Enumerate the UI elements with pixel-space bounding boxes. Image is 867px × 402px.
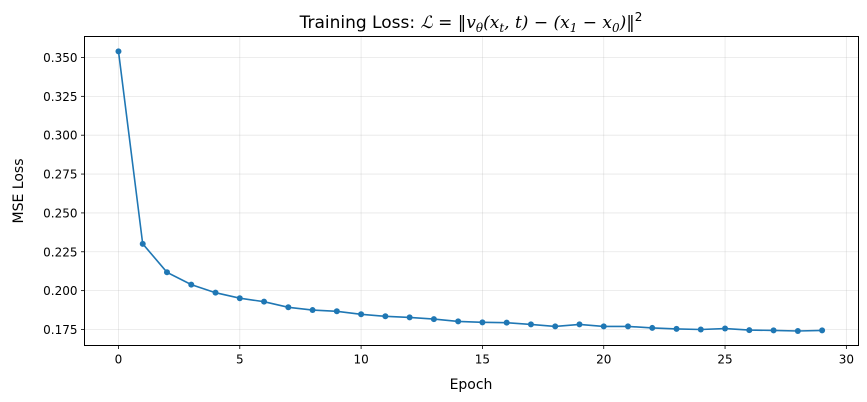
loss-point — [552, 323, 559, 330]
axes: 0 5 10 15 20 25 30 0.175 0.200 0.225 0.250 0.275 0.3… — [43, 51, 854, 367]
loss-point — [430, 316, 437, 323]
x-axis-label: Epoch — [450, 377, 493, 393]
title-segment: t — [499, 21, 504, 35]
title-segment: − x — [577, 13, 612, 33]
x-tick-label: 0 — [115, 353, 123, 367]
title-segment: 1 — [570, 21, 578, 35]
y-tick-label: 0.275 — [43, 168, 77, 182]
y-axis-label: MSE Loss — [11, 159, 27, 224]
x-tick-label: 20 — [596, 353, 611, 367]
loss-point — [649, 324, 656, 331]
title-segment: ℒ = ‖v — [420, 13, 476, 33]
x-tick-label: 25 — [717, 353, 732, 367]
x-tick-label: 10 — [353, 353, 368, 367]
loss-point — [479, 319, 486, 326]
loss-point — [527, 321, 534, 328]
title-segment: 0 — [612, 21, 620, 35]
loss-point — [794, 328, 801, 335]
y-tick-label: 0.175 — [43, 323, 77, 337]
y-tick-label: 0.350 — [43, 51, 77, 65]
y-tick-label: 0.200 — [43, 284, 77, 298]
grid — [84, 36, 859, 346]
loss-point — [576, 321, 583, 328]
plot-frame — [84, 36, 859, 346]
loss-series — [115, 48, 826, 335]
loss-point — [746, 327, 753, 334]
title-segment: θ — [476, 21, 484, 35]
title-segment: )‖ — [619, 13, 635, 33]
loss-point — [722, 325, 729, 332]
title-segment: Training Loss: — [299, 13, 421, 33]
loss-point — [261, 298, 268, 305]
loss-point — [358, 311, 365, 318]
y-tick-label: 0.225 — [43, 245, 77, 259]
loss-point — [139, 240, 146, 247]
loss-point — [163, 269, 170, 276]
y-tick-label: 0.325 — [43, 90, 77, 104]
title-segment: (x — [483, 13, 500, 33]
loss-point — [624, 323, 631, 330]
loss-point — [333, 308, 340, 315]
loss-line — [117, 51, 823, 332]
title-segment: 2 — [635, 10, 643, 24]
loss-point — [673, 325, 680, 332]
loss-point — [770, 327, 777, 334]
loss-point — [406, 314, 413, 321]
loss-point — [503, 319, 510, 326]
loss-point — [115, 48, 122, 55]
loss-point — [382, 313, 389, 320]
loss-point — [285, 304, 292, 311]
loss-point — [819, 327, 826, 334]
loss-point — [600, 323, 607, 330]
loss-point — [309, 307, 316, 314]
y-tick-label: 0.300 — [43, 129, 77, 143]
loss-point — [455, 318, 462, 325]
loss-point — [697, 326, 704, 333]
title-segment: , t) − (x — [504, 13, 570, 33]
x-tick-label: 5 — [236, 353, 244, 367]
loss-point — [236, 295, 243, 302]
chart-title: Training Loss: ℒ = ‖vθ(xt, t) − (x1 − x0… — [299, 10, 643, 35]
x-tick-label: 15 — [475, 353, 490, 367]
loss-point — [212, 289, 219, 296]
loss-point — [188, 281, 195, 288]
x-tick-label: 30 — [839, 353, 854, 367]
y-tick-label: 0.250 — [43, 206, 77, 220]
